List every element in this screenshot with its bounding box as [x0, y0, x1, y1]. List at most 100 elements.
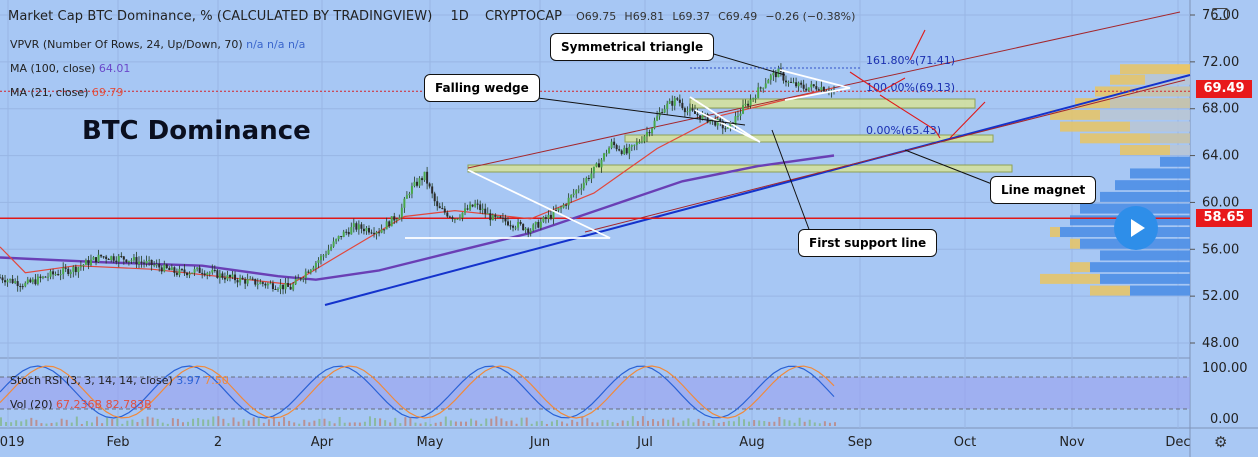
volume-bar [732, 421, 735, 426]
candle-body [542, 217, 545, 222]
candle-body [4, 280, 7, 283]
symmetrical-triangle [779, 69, 851, 101]
candle-body [292, 284, 295, 290]
ma100-indicator[interactable]: MA (100, close) 64.01 [10, 62, 130, 75]
candle-body [656, 116, 659, 121]
vp-bar-down [1070, 238, 1080, 249]
volume-bar [515, 423, 518, 426]
vp-bar-up [1170, 145, 1190, 156]
stoch-rsi-indicator[interactable]: Stoch RSI (3, 3, 14, 14, close) 3.97 7.5… [10, 374, 229, 387]
gear-icon[interactable]: ⚙ [1214, 433, 1228, 451]
candle-body [261, 282, 264, 284]
candle-body [683, 108, 686, 113]
candle-body [130, 260, 133, 262]
candle-body [532, 224, 535, 231]
volume-bar [338, 416, 341, 426]
volume-bar [783, 419, 786, 426]
volume-bar [394, 417, 397, 426]
vpvr-indicator[interactable]: VPVR (Number Of Rows, 24, Up/Down, 70) n… [10, 38, 305, 51]
x-tick-label: Sep [848, 435, 873, 450]
pointer-falling [529, 96, 746, 126]
candle-body [802, 84, 805, 89]
candle-body [597, 163, 600, 168]
candle-body [600, 159, 603, 168]
candle-body [274, 288, 277, 290]
interval-label[interactable]: 1D [450, 9, 469, 24]
candle-body [155, 264, 158, 266]
volume-bar [530, 423, 533, 426]
ma21-value: 69.79 [91, 86, 124, 99]
volume-indicator[interactable]: Vol (20) 67.236B 82.783B [10, 398, 152, 411]
volume-bar [166, 423, 169, 426]
candle-body [378, 232, 381, 234]
exchange-label: CRYPTOCAP [484, 9, 562, 24]
volume-bar [283, 417, 286, 426]
projection-4 [949, 101, 986, 139]
vp-bar-down [1120, 64, 1170, 75]
volume-bar [126, 420, 129, 426]
support-level-badge: 58.65 [1196, 209, 1252, 227]
candle-body [143, 262, 146, 264]
candle-body [89, 259, 92, 266]
ma21-indicator[interactable]: MA (21, close) 69.79 [10, 86, 123, 99]
candle-body [560, 207, 563, 209]
candle-body [213, 270, 216, 272]
volume-bar [389, 422, 392, 426]
vp-bar-up [1150, 133, 1190, 144]
candle-body [653, 120, 656, 129]
candle-body [29, 279, 32, 283]
channel-bottom [584, 79, 1186, 233]
volume-bar [520, 417, 523, 426]
candle-body [74, 266, 77, 273]
candle-body [79, 266, 82, 268]
volume-bar [581, 416, 584, 426]
candle-body [41, 276, 44, 278]
collapse-icon[interactable] [1212, 8, 1228, 20]
candle-body [676, 98, 679, 100]
candle-body [16, 281, 19, 287]
volume-bar [545, 423, 548, 426]
candle-body [443, 208, 446, 213]
candle-body [678, 99, 681, 103]
candle-body [592, 166, 595, 174]
stoch-d-value: 7.50 [204, 374, 229, 387]
volume-bar [288, 420, 291, 426]
volume-bar [793, 422, 796, 426]
volume-bar [419, 423, 422, 426]
candle-body [688, 108, 691, 112]
candle-body [317, 260, 320, 263]
candle-body [360, 224, 363, 229]
candle-body [446, 212, 449, 217]
candle-body [284, 282, 287, 290]
candle-body [266, 283, 269, 286]
volume-bar [136, 422, 139, 426]
candle-body [719, 118, 722, 122]
volume-bar [788, 420, 791, 426]
candle-body [709, 119, 712, 123]
candle-body [408, 193, 411, 196]
pointer-magnet [904, 149, 993, 185]
play-icon[interactable] [1114, 206, 1158, 250]
candle-body [186, 272, 189, 276]
candle-body [651, 128, 654, 134]
candle-body [797, 82, 800, 87]
projection-1 [849, 71, 906, 93]
candle-body [175, 272, 178, 275]
volume-bar [404, 417, 407, 426]
candle-body [661, 112, 664, 114]
volume-bar [722, 421, 725, 426]
candle-body [504, 217, 507, 222]
candle-body [603, 153, 606, 160]
volume-bar [454, 421, 457, 426]
y-tick-label: 76.00 [1202, 8, 1239, 23]
volume-bar [30, 417, 33, 426]
candle-body [14, 281, 17, 284]
candle-body [608, 147, 611, 154]
ma21-path [0, 87, 835, 286]
candle-body [810, 84, 813, 88]
candle-body [681, 102, 684, 109]
volume-bar [111, 419, 114, 426]
x-tick-label: Jul [636, 435, 653, 450]
candle-body [140, 261, 143, 263]
